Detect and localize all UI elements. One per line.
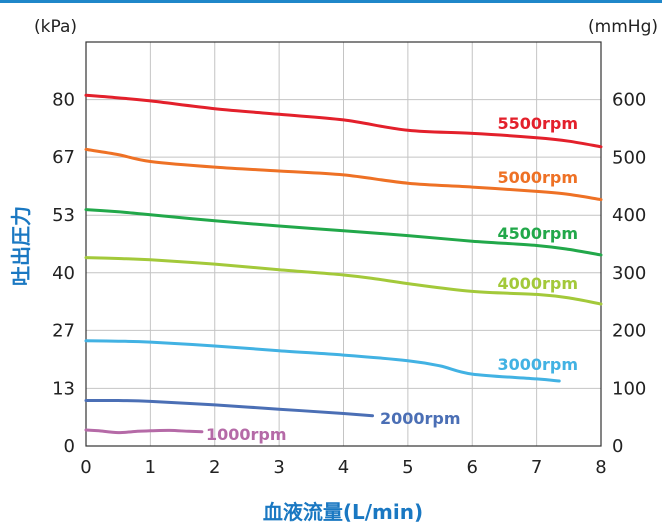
x-tick-label: 4 xyxy=(338,457,349,478)
y-left-tick-label: 40 xyxy=(52,263,75,284)
y-right-tick-label: 100 xyxy=(612,378,646,399)
series-line-5000rpm xyxy=(84,147,603,202)
y-right-tick-label: 0 xyxy=(612,436,623,457)
right-unit-label: (mmHg) xyxy=(588,17,658,37)
x-tick-label: 6 xyxy=(467,457,478,478)
series-label-4500rpm: 4500rpm xyxy=(497,224,578,243)
y-left-tick-label: 80 xyxy=(52,90,75,111)
y-right-tick-label: 200 xyxy=(612,321,646,342)
plot-frame xyxy=(85,41,602,447)
x-tick-label: 5 xyxy=(402,457,413,478)
y-axis-title: 吐出圧力 xyxy=(9,206,33,286)
y-right-tick-label: 500 xyxy=(612,147,646,168)
series-label-5500rpm: 5500rpm xyxy=(497,114,578,133)
series-line-4500rpm xyxy=(84,208,603,257)
x-axis-title: 血液流量(L/min) xyxy=(263,500,423,523)
x-tick-label: 8 xyxy=(595,457,606,478)
x-tick-label: 7 xyxy=(531,457,542,478)
y-left-tick-label: 27 xyxy=(52,320,75,341)
series-label-5000rpm: 5000rpm xyxy=(497,168,578,187)
series-label-3000rpm: 3000rpm xyxy=(497,355,578,374)
series-line-5500rpm xyxy=(84,93,603,149)
series-label-1000rpm: 1000rpm xyxy=(206,425,287,444)
series-line-2000rpm xyxy=(84,398,374,418)
y-right-tick-label: 400 xyxy=(612,205,646,226)
left-unit-label: (kPa) xyxy=(34,17,77,37)
y-right-tick-label: 600 xyxy=(612,90,646,111)
series-line-4000rpm xyxy=(84,256,603,306)
y-left-tick-label: 67 xyxy=(52,147,75,168)
series-label-2000rpm: 2000rpm xyxy=(380,409,461,428)
series-label-4000rpm: 4000rpm xyxy=(497,274,578,293)
x-tick-label: 0 xyxy=(80,457,91,478)
x-tick-label: 3 xyxy=(273,457,284,478)
y-left-tick-label: 53 xyxy=(52,205,75,226)
y-left-tick-label: 13 xyxy=(52,378,75,399)
header-rule xyxy=(0,0,662,3)
y-left-tick-label: 0 xyxy=(64,436,75,457)
series-line-1000rpm xyxy=(84,428,204,435)
x-tick-label: 1 xyxy=(145,457,156,478)
series-line-3000rpm xyxy=(84,339,561,383)
y-right-tick-label: 300 xyxy=(612,263,646,284)
x-tick-label: 2 xyxy=(209,457,220,478)
